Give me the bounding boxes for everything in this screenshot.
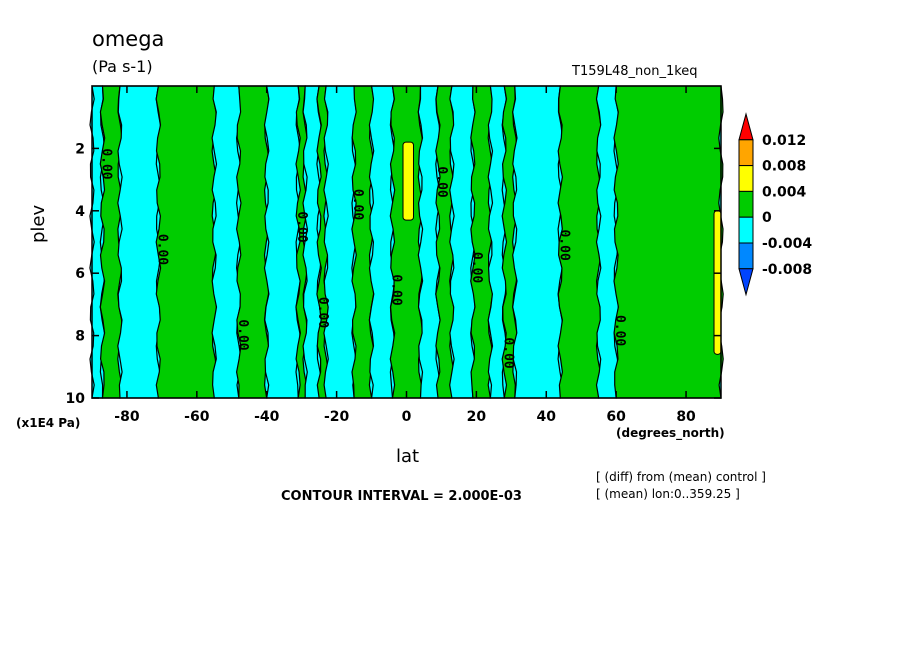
maximum-region-0	[402, 141, 414, 221]
y-tick-label: 4	[75, 204, 85, 220]
colorbar-label: 0.008	[762, 159, 806, 175]
contour-label: 0.00	[500, 337, 515, 368]
colorbar-triangle-bottom	[738, 268, 754, 297]
x-tick-label: -60	[184, 409, 210, 425]
colorbar-segment	[738, 139, 754, 167]
contour-label: 0.00	[434, 166, 449, 197]
colorbar-label: -0.008	[762, 262, 812, 278]
x-tick-label: 20	[467, 409, 487, 425]
colorbar-segment	[738, 216, 754, 244]
y-tick-label: 10	[66, 391, 86, 407]
contour-label: 0.00	[469, 252, 484, 283]
colorbar-triangle-top	[738, 112, 754, 141]
contour-label: 0.00	[294, 211, 309, 242]
contour-label: 0.00	[315, 297, 330, 328]
colorbar-segment	[738, 165, 754, 192]
x-axis-units: (degrees_north)	[616, 426, 725, 440]
note-diff: [ (diff) from (mean) control ]	[596, 470, 766, 484]
colorbar-segment	[738, 190, 754, 218]
contour-label: 0.00	[98, 148, 113, 179]
contour-interval: CONTOUR INTERVAL = 2.000E-03	[281, 489, 522, 504]
band-neg-12	[368, 85, 396, 399]
chart-title: omega	[92, 27, 165, 51]
x-tick-label: -20	[324, 409, 350, 425]
maximum-region-1	[713, 210, 722, 355]
colorbar-label: 0.004	[762, 184, 807, 200]
x-tick-label: 60	[606, 409, 626, 425]
y-tick-label: 6	[75, 266, 85, 282]
band-pos-5	[235, 85, 270, 399]
experiment-label: T159L48_non_1keq	[572, 64, 698, 79]
x-axis-label: lat	[396, 446, 420, 467]
contour-label: 0.00	[612, 315, 627, 346]
contour-label: 0.00	[389, 274, 404, 305]
chart-units: (Pa s-1)	[92, 57, 153, 76]
x-tick-label: 0	[402, 409, 412, 425]
x-tick-label: 80	[676, 409, 696, 425]
contour-label: 0.00	[556, 229, 571, 260]
band-neg-10	[323, 85, 357, 399]
band-pos-23	[613, 85, 724, 399]
note-mean: [ (mean) lon:0..359.25 ]	[596, 487, 740, 501]
band-pos-13	[389, 85, 424, 399]
colorbar-label: 0.012	[762, 133, 806, 149]
colorbar-label: -0.004	[762, 236, 812, 252]
band-neg-4	[211, 85, 242, 399]
x-tick-label: -40	[254, 409, 280, 425]
contour-label: 0.00	[235, 319, 250, 350]
band-neg-2	[117, 85, 162, 399]
y-axis-units: (x1E4 Pa)	[16, 416, 81, 430]
y-tick-label: 8	[75, 329, 85, 345]
band-neg-20	[512, 85, 564, 399]
x-tick-label: 40	[537, 409, 557, 425]
colorbar-label: 0	[762, 210, 772, 226]
y-tick-label: 2	[75, 141, 85, 157]
contour-label: 0.00	[350, 189, 365, 220]
contour-label: 0.00	[154, 234, 169, 265]
x-tick-label: -80	[114, 409, 140, 425]
colorbar-segment	[738, 242, 754, 270]
